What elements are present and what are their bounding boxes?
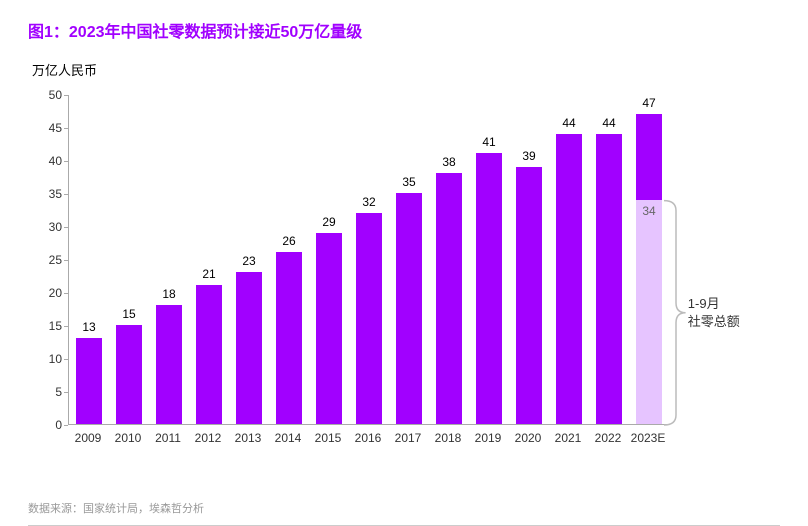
bar-value-label: 41	[469, 135, 509, 149]
x-tick-label: 2018	[426, 431, 470, 445]
chart-area: 05101520253035404550 1315182123262932353…	[28, 85, 728, 465]
x-tick-label: 2014	[266, 431, 310, 445]
x-tick-label: 2015	[306, 431, 350, 445]
bar-value-label: 21	[189, 267, 229, 281]
x-tick-label: 2021	[546, 431, 590, 445]
bar-value-label: 15	[109, 307, 149, 321]
bar-value-label: 44	[549, 116, 589, 130]
bar-value-label: 29	[309, 215, 349, 229]
bar-projected-portion	[636, 114, 662, 200]
bar-value-label: 13	[69, 320, 109, 334]
x-tick-label: 2020	[506, 431, 550, 445]
bar	[556, 134, 582, 424]
y-tick-label: 45	[28, 121, 68, 135]
bar	[276, 252, 302, 424]
x-tick-label: 2019	[466, 431, 510, 445]
bar	[196, 285, 222, 424]
x-tick-label: 2009	[66, 431, 110, 445]
x-tick-label: 2012	[186, 431, 230, 445]
source-text: 数据来源：国家统计局，埃森哲分析	[28, 500, 204, 516]
y-tick-label: 5	[28, 385, 68, 399]
y-tick-label: 40	[28, 154, 68, 168]
bar-value-label: 35	[389, 175, 429, 189]
chart-container: 图1：2023年中国社零数据预计接近50万亿量级 万亿人民币 051015202…	[0, 0, 808, 526]
bar	[116, 325, 142, 424]
bar	[356, 213, 382, 424]
y-tick-mark	[64, 425, 68, 426]
plot-region: 13151821232629323538413944443447	[68, 95, 668, 425]
y-tick-label: 20	[28, 286, 68, 300]
bar	[236, 272, 262, 424]
annotation-text: 1-9月 社零总额	[688, 295, 740, 331]
chart-title: 图1：2023年中国社零数据预计接近50万亿量级	[28, 18, 780, 42]
bar	[156, 305, 182, 424]
annotation-brace	[664, 85, 694, 435]
bar-value-label: 18	[149, 287, 189, 301]
y-tick-label: 0	[28, 418, 68, 432]
bar	[436, 173, 462, 424]
x-tick-label: 2013	[226, 431, 270, 445]
y-tick-label: 50	[28, 88, 68, 102]
bar-value-label: 39	[509, 149, 549, 163]
x-tick-label: 2010	[106, 431, 150, 445]
bar	[76, 338, 102, 424]
y-tick-label: 10	[28, 352, 68, 366]
bar	[316, 233, 342, 424]
annotation-line2: 社零总额	[688, 313, 740, 331]
y-tick-label: 30	[28, 220, 68, 234]
bar	[596, 134, 622, 424]
bar-value-label: 23	[229, 254, 269, 268]
bar	[396, 193, 422, 424]
bar-value-label: 26	[269, 234, 309, 248]
y-tick-label: 15	[28, 319, 68, 333]
x-tick-label: 2017	[386, 431, 430, 445]
bar	[516, 167, 542, 424]
x-tick-label: 2022	[586, 431, 630, 445]
bar	[476, 153, 502, 424]
bar-actual-portion	[636, 200, 662, 424]
y-axis-label: 万亿人民币	[32, 60, 780, 79]
y-tick-label: 35	[28, 187, 68, 201]
bar-value-label: 44	[589, 116, 629, 130]
bar-value-label: 38	[429, 155, 469, 169]
annotation-line1: 1-9月	[688, 295, 740, 313]
x-tick-label: 2016	[346, 431, 390, 445]
bar-value-label: 32	[349, 195, 389, 209]
y-tick-label: 25	[28, 253, 68, 267]
x-tick-label: 2011	[146, 431, 190, 445]
